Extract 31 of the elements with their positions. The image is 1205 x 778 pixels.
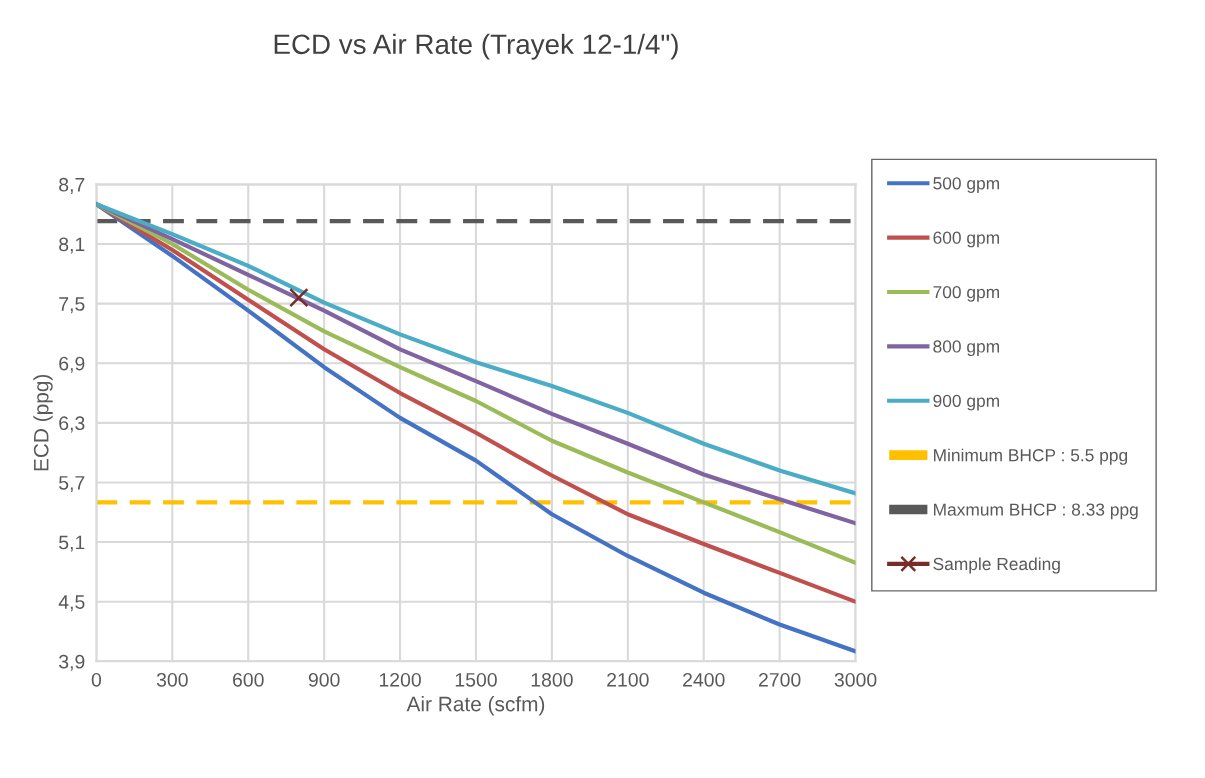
x-axis-title: Air Rate (scfm) bbox=[406, 696, 545, 716]
x-tick-label: 1800 bbox=[531, 672, 573, 687]
x-tick-label: 300 bbox=[156, 672, 188, 687]
legend-label: Sample Reading bbox=[933, 557, 1060, 574]
x-tick-label: 2400 bbox=[683, 672, 725, 687]
y-tick-label: 7,5 bbox=[59, 297, 85, 314]
y-axis-title: ECD (ppg) bbox=[33, 374, 53, 471]
x-tick-label: 900 bbox=[308, 672, 340, 687]
legend-label: Minimum BHCP : 5.5 ppg bbox=[934, 448, 1128, 465]
x-tick-label: 1500 bbox=[455, 672, 497, 687]
legend-label: Maxmum BHCP : 8.33 ppg bbox=[934, 503, 1138, 520]
x-tick-label: 0 bbox=[91, 672, 102, 687]
x-tick-label: 600 bbox=[233, 672, 264, 687]
y-tick-label: 6,3 bbox=[59, 416, 85, 433]
y-tick-label: 4,5 bbox=[58, 595, 85, 612]
y-tick-label: 8,7 bbox=[59, 177, 85, 194]
x-tick-label: 3000 bbox=[834, 672, 877, 687]
legend-label: 900 gpm bbox=[933, 394, 999, 411]
y-tick-label: 5,7 bbox=[59, 476, 85, 492]
y-tick-label: 5,1 bbox=[59, 535, 85, 552]
x-tick-label: 2700 bbox=[758, 672, 801, 687]
x-tick-label: 2100 bbox=[607, 672, 649, 687]
legend-label: 800 gpm bbox=[933, 340, 999, 357]
legend-label: 500 gpm bbox=[933, 177, 999, 193]
y-tick-label: 8,1 bbox=[59, 237, 85, 254]
chart-title: ECD vs Air Rate (Trayek 12-1/4") bbox=[274, 33, 678, 60]
legend-label: 700 gpm bbox=[933, 285, 999, 302]
y-tick-label: 6,9 bbox=[59, 356, 85, 373]
legend-label: 600 gpm bbox=[933, 231, 999, 248]
x-tick-label: 1200 bbox=[379, 672, 421, 687]
y-tick-label: 3,9 bbox=[59, 654, 85, 671]
